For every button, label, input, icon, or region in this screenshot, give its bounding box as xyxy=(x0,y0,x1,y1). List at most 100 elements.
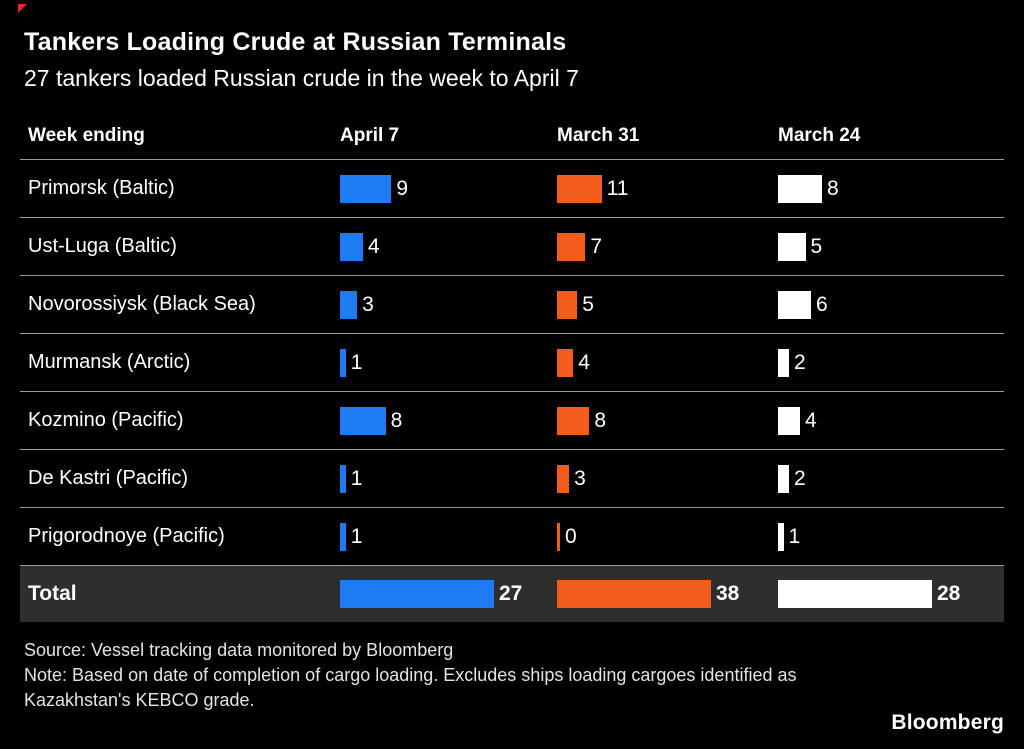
row-label: Novorossiysk (Black Sea) xyxy=(28,293,256,315)
bar-cell: 3 xyxy=(557,450,778,507)
table-body: Primorsk (Baltic) 9 11 8 Ust-Luga (Baltic) 4 7… xyxy=(20,160,1004,566)
col-header-april-7: April 7 xyxy=(340,124,400,146)
table-row: Novorossiysk (Black Sea) 3 5 6 xyxy=(20,276,1004,334)
bar xyxy=(557,348,574,377)
row-label: Primorsk (Baltic) xyxy=(28,177,175,199)
bar xyxy=(778,406,800,435)
bar-value: 7 xyxy=(590,234,603,258)
bar-cell: 27 xyxy=(340,566,557,622)
bar xyxy=(778,522,784,551)
bar-value: 11 xyxy=(606,176,629,200)
bar-cell: 9 xyxy=(340,160,557,217)
red-marker-icon xyxy=(18,4,27,13)
bar-value: 0 xyxy=(565,524,577,548)
bar-value: 2 xyxy=(794,350,806,374)
bar-cell: 1 xyxy=(778,508,1004,565)
bar-cell: 8 xyxy=(340,392,557,449)
bar-cell: 2 xyxy=(778,450,1004,507)
bar-value: 9 xyxy=(396,176,409,200)
bar-value: 8 xyxy=(827,176,839,200)
bar-cell: 7 xyxy=(557,218,778,275)
bar-cell: 5 xyxy=(778,218,1004,275)
bar xyxy=(340,522,346,551)
bar xyxy=(778,580,932,608)
bar xyxy=(340,232,363,261)
bar-value: 1 xyxy=(350,466,363,490)
bar-value: 4 xyxy=(578,350,590,374)
bar xyxy=(557,580,711,608)
bar-cell: 11 xyxy=(557,160,778,217)
bar-value: 4 xyxy=(805,408,817,432)
bar xyxy=(778,174,822,203)
bar-cell: 8 xyxy=(778,160,1004,217)
bar-value: 3 xyxy=(574,466,586,490)
bar xyxy=(557,290,578,319)
total-value: 28 xyxy=(937,582,961,605)
table-row: Prigorodnoye (Pacific) 1 0 1 xyxy=(20,508,1004,566)
bar-value: 1 xyxy=(788,524,801,548)
tanker-table: Week ending April 7 March 31 March 24 Pr… xyxy=(20,112,1004,622)
bar xyxy=(340,290,358,319)
chart-title: Tankers Loading Crude at Russian Termina… xyxy=(24,28,567,56)
bar-cell: 1 xyxy=(340,334,557,391)
bar xyxy=(778,232,806,261)
source-text: Source: Vessel tracking data monitored b… xyxy=(24,640,454,660)
bloomberg-logo: Bloomberg xyxy=(891,711,1004,734)
row-label: Ust-Luga (Baltic) xyxy=(28,235,177,257)
bar-cell: 1 xyxy=(340,450,557,507)
bar-cell: 4 xyxy=(340,218,557,275)
col-header-week-ending: Week ending xyxy=(28,124,145,146)
bar-value: 5 xyxy=(582,292,594,316)
bar-value: 1 xyxy=(350,350,363,374)
bar-value: 5 xyxy=(810,234,823,258)
bar-cell: 8 xyxy=(557,392,778,449)
total-row: Total 27 38 28 xyxy=(20,566,1004,622)
chart-container: Tankers Loading Crude at Russian Termina… xyxy=(18,4,1004,712)
bar-value: 6 xyxy=(816,292,828,316)
bar xyxy=(340,406,386,435)
bar xyxy=(340,464,346,493)
bar-cell: 6 xyxy=(778,276,1004,333)
bar-cell: 0 xyxy=(557,508,778,565)
footer: Source: Vessel tracking data monitored b… xyxy=(24,638,894,712)
table-row: Murmansk (Arctic) 1 4 2 xyxy=(20,334,1004,392)
bar-cell: 4 xyxy=(557,334,778,391)
bar xyxy=(778,348,789,377)
chart-subtitle: 27 tankers loaded Russian crude in the w… xyxy=(24,65,579,91)
bar-cell: 38 xyxy=(557,566,778,622)
row-label: Murmansk (Arctic) xyxy=(28,351,191,373)
row-label: Prigorodnoye (Pacific) xyxy=(28,525,225,547)
table-row: Ust-Luga (Baltic) 4 7 5 xyxy=(20,218,1004,276)
bar xyxy=(340,580,494,608)
total-label: Total xyxy=(28,582,77,605)
bar xyxy=(557,522,560,551)
bar-value: 4 xyxy=(367,234,380,258)
bar-cell: 28 xyxy=(778,566,1004,622)
bar-cell: 4 xyxy=(778,392,1004,449)
bar xyxy=(778,464,789,493)
bar xyxy=(778,290,811,319)
bar-value: 1 xyxy=(350,524,363,548)
bar-value: 8 xyxy=(594,408,607,432)
bar-cell: 3 xyxy=(340,276,557,333)
table-row: Kozmino (Pacific) 8 8 4 xyxy=(20,392,1004,450)
row-label: Kozmino (Pacific) xyxy=(28,409,184,431)
col-header-march-24: March 24 xyxy=(778,124,861,146)
table-row: Primorsk (Baltic) 9 11 8 xyxy=(20,160,1004,218)
table-header-row: Week ending April 7 March 31 March 24 xyxy=(20,112,1004,160)
bar xyxy=(557,406,590,435)
bar-value: 3 xyxy=(362,292,374,316)
bar-cell: 2 xyxy=(778,334,1004,391)
bar xyxy=(340,174,392,203)
total-value: 27 xyxy=(499,582,523,605)
table-row: De Kastri (Pacific) 1 3 2 xyxy=(20,450,1004,508)
bar-value: 2 xyxy=(794,466,806,490)
col-header-march-31: March 31 xyxy=(557,124,640,146)
bar-cell: 1 xyxy=(340,508,557,565)
bar xyxy=(557,174,602,203)
bar xyxy=(340,348,346,377)
row-label: De Kastri (Pacific) xyxy=(28,467,189,489)
bar xyxy=(557,232,586,261)
bar-value: 8 xyxy=(390,408,403,432)
total-value: 38 xyxy=(716,582,740,605)
